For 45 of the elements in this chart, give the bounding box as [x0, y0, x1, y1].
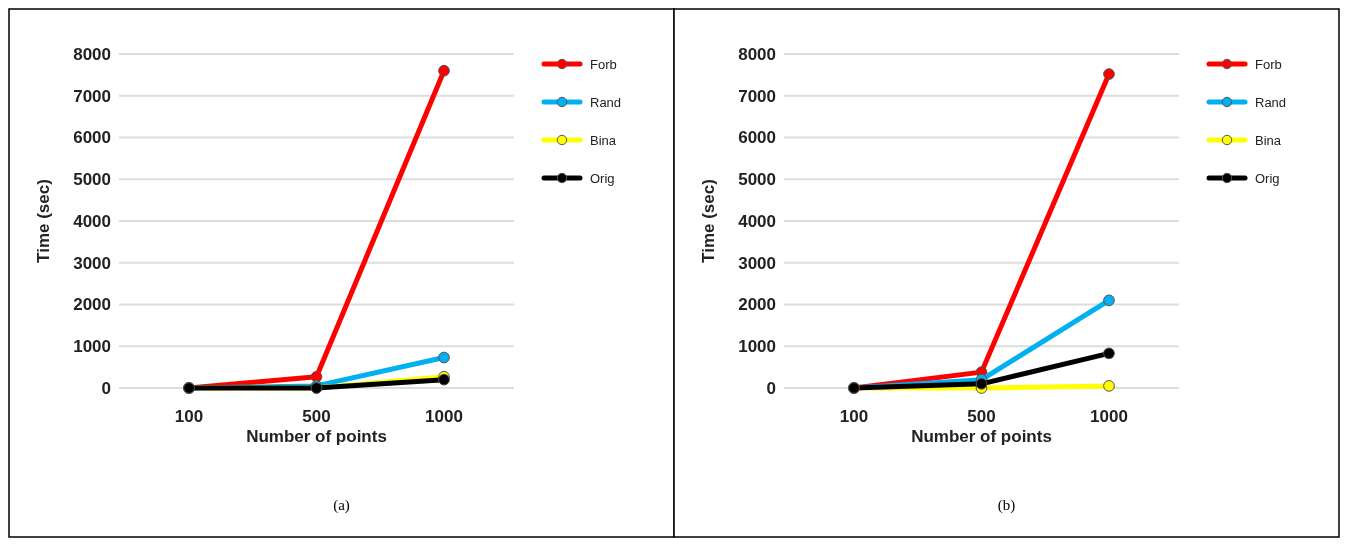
legend-label: Rand: [1255, 94, 1287, 110]
legend-label: Forb: [1255, 56, 1282, 72]
legend-label: Orig: [1255, 170, 1280, 186]
y-axis-title: Time (sec): [34, 179, 53, 263]
x-tick-label: 500: [302, 407, 331, 426]
point: [1103, 380, 1115, 392]
y-axis-title: Time (sec): [699, 179, 718, 263]
x-tick-label: 1000: [425, 407, 463, 426]
y-tick-label: 6000: [738, 128, 776, 148]
point: [438, 351, 450, 364]
point: [438, 64, 450, 77]
y-tick-label: 5000: [73, 170, 111, 190]
y-tick-label: 5000: [738, 170, 776, 190]
point: [1103, 68, 1115, 80]
y-tick-label: 8000: [73, 44, 111, 64]
y-tick-label: 4000: [738, 211, 776, 231]
y-tick-label: 2000: [738, 295, 776, 315]
text: (a): [333, 497, 350, 514]
y-tick-label: 2000: [73, 295, 111, 315]
y-tick-label: 7000: [73, 86, 111, 106]
y-tick-label: 4000: [73, 211, 111, 231]
text: (b): [997, 497, 1016, 514]
legend-label: Rand: [590, 94, 622, 110]
point: [975, 377, 988, 390]
y-tick-label: 0: [101, 378, 111, 398]
x-tick-label: 500: [967, 407, 996, 426]
y-tick-label: 7000: [738, 86, 776, 106]
x-tick-label: 100: [839, 407, 869, 426]
x-axis-title: Number of points: [911, 427, 1052, 446]
y-tick-label: 1000: [738, 337, 776, 357]
legend-label: Bina: [590, 132, 617, 148]
y-tick-label: 1000: [73, 337, 111, 357]
point: [1103, 347, 1115, 360]
x-tick-label: 100: [174, 407, 204, 426]
legend-label: Bina: [1255, 132, 1282, 148]
point: [1103, 294, 1115, 307]
y-tick-label: 0: [766, 378, 776, 398]
y-tick-label: 3000: [73, 253, 111, 273]
y-tick-label: 3000: [738, 253, 776, 273]
legend-label: Orig: [590, 170, 615, 186]
x-axis-title: Number of points: [246, 427, 387, 446]
x-tick-label: 1000: [1090, 407, 1128, 426]
legend-label: Forb: [590, 56, 617, 72]
y-tick-label: 6000: [73, 128, 111, 148]
y-tick-label: 8000: [738, 44, 776, 64]
